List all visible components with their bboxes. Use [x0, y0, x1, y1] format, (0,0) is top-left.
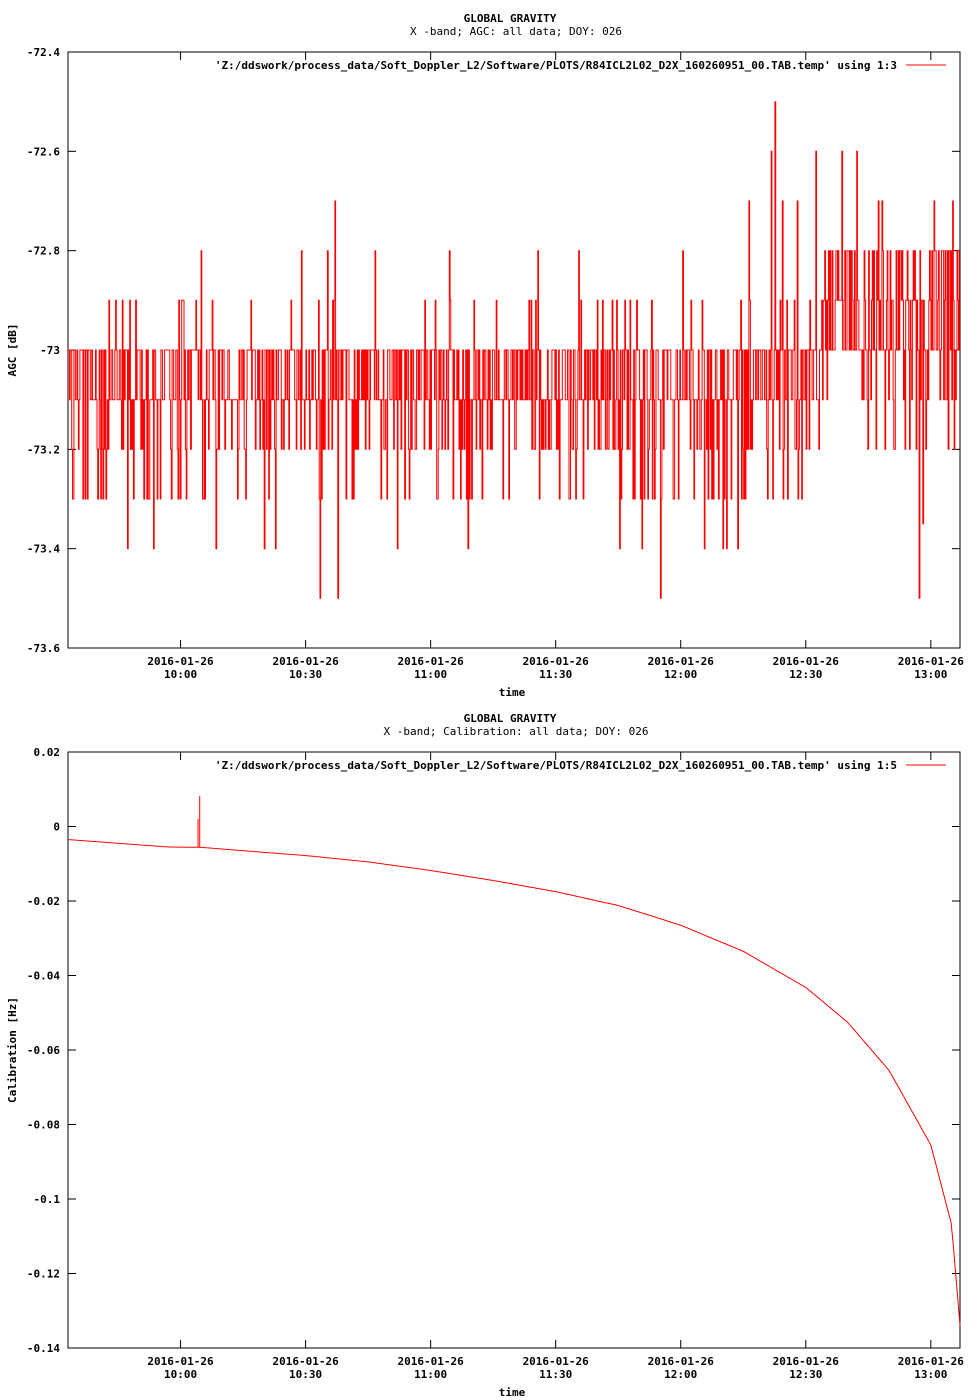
- calibration-plot-frame: [67, 751, 961, 1349]
- calibration-y-tick-label: -0.12: [27, 1268, 60, 1281]
- agc-legend-label: 'Z:/ddswork/process_data/Soft_Doppler_L2…: [215, 59, 897, 72]
- agc-y-tick-label: -73: [40, 344, 60, 357]
- calibration-x-tick-date: 2016-01-26: [398, 1355, 465, 1368]
- agc-y-tick-label: -72.4: [27, 46, 60, 59]
- calibration-x-tick-date: 2016-01-26: [773, 1355, 840, 1368]
- agc-y-tick-label: -72.8: [27, 245, 60, 258]
- calibration-x-tick-time: 11:30: [539, 1368, 572, 1381]
- agc-x-tick-date: 2016-01-26: [398, 655, 465, 668]
- agc-series-group: [68, 101, 960, 599]
- calibration-legend-label: 'Z:/ddswork/process_data/Soft_Doppler_L2…: [215, 759, 897, 772]
- agc-x-tick-time: 13:00: [914, 668, 947, 681]
- calibration-chart-title: GLOBAL GRAVITY: [464, 712, 557, 725]
- agc-chart-title: GLOBAL GRAVITY: [464, 12, 557, 25]
- agc-x-axis: 2016-01-2610:002016-01-2610:302016-01-26…: [147, 52, 964, 681]
- calibration-y-tick-label: -0.04: [27, 970, 60, 983]
- agc-y-tick-label: -72.6: [27, 145, 60, 158]
- calibration-y-tick-label: -0.02: [27, 895, 60, 908]
- calibration-x-tick-time: 10:30: [289, 1368, 322, 1381]
- calibration-x-tick-date: 2016-01-26: [272, 1355, 339, 1368]
- calibration-x-tick-time: 12:30: [789, 1368, 822, 1381]
- agc-chart-panel: GLOBAL GRAVITY X -band; AGC: all data; D…: [6, 12, 964, 699]
- agc-x-tick-date: 2016-01-26: [272, 655, 339, 668]
- calibration-x-axis: 2016-01-2610:002016-01-2610:302016-01-26…: [147, 752, 964, 1381]
- agc-chart-subtitle: X -band; AGC: all data; DOY: 026: [410, 25, 622, 38]
- agc-x-tick-time: 10:00: [164, 668, 197, 681]
- calibration-x-tick-time: 10:00: [164, 1368, 197, 1381]
- calibration-chart-subtitle: X -band; Calibration: all data; DOY: 026: [384, 725, 649, 738]
- agc-x-tick-time: 11:00: [414, 668, 447, 681]
- calibration-x-tick-time: 12:00: [664, 1368, 697, 1381]
- agc-x-tick-date: 2016-01-26: [773, 655, 840, 668]
- calibration-x-tick-date: 2016-01-26: [648, 1355, 715, 1368]
- calibration-y-tick-label: 0: [53, 821, 60, 834]
- calibration-y-tick-label: -0.14: [27, 1342, 60, 1355]
- agc-y-tick-label: -73.4: [27, 543, 60, 556]
- calibration-y-axis-label: Calibration [Hz]: [6, 997, 19, 1103]
- calibration-chart-panel: GLOBAL GRAVITY X -band; Calibration: all…: [6, 712, 964, 1399]
- agc-x-tick-date: 2016-01-26: [898, 655, 965, 668]
- calibration-y-axis: -0.14 -0.12 -0.1 -0.08 -0.06 -0.04 -0.02 0 0.02: [27, 746, 960, 1355]
- calibration-x-tick-time: 13:00: [914, 1368, 947, 1381]
- calibration-y-tick-label: -0.06: [27, 1044, 60, 1057]
- calibration-x-tick-date: 2016-01-26: [523, 1355, 590, 1368]
- agc-x-tick-time: 11:30: [539, 668, 572, 681]
- calibration-series-line: [67, 839, 961, 1326]
- agc-x-tick-time: 12:30: [789, 668, 822, 681]
- calibration-y-tick-label: -0.1: [34, 1193, 61, 1206]
- agc-x-tick-date: 2016-01-26: [147, 655, 214, 668]
- calibration-x-tick-time: 11:00: [414, 1368, 447, 1381]
- calibration-y-tick-label: -0.08: [27, 1119, 60, 1132]
- agc-x-tick-date: 2016-01-26: [523, 655, 590, 668]
- agc-series-line: [68, 101, 960, 599]
- calibration-series-group: [67, 795, 961, 1326]
- agc-x-tick-time: 12:00: [664, 668, 697, 681]
- calibration-x-tick-date: 2016-01-26: [147, 1355, 214, 1368]
- calibration-x-tick-date: 2016-01-26: [898, 1355, 965, 1368]
- calibration-x-axis-label: time: [499, 1386, 526, 1399]
- agc-x-tick-date: 2016-01-26: [648, 655, 715, 668]
- agc-y-tick-label: -73.2: [27, 443, 60, 456]
- agc-y-tick-label: -73.6: [27, 642, 60, 655]
- agc-x-axis-label: time: [499, 686, 526, 699]
- calibration-y-tick-label: 0.02: [34, 746, 61, 759]
- agc-x-tick-time: 10:30: [289, 668, 322, 681]
- agc-y-axis-label: AGC [dB]: [6, 324, 19, 377]
